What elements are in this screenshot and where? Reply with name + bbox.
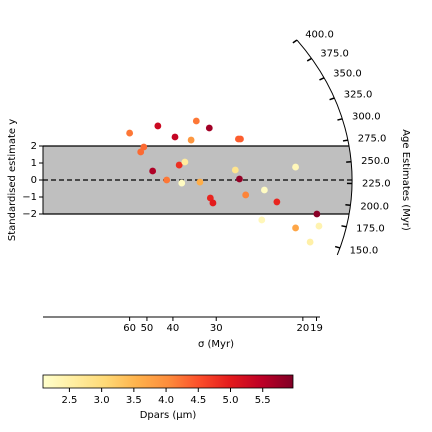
z-tick <box>345 203 351 206</box>
data-point <box>313 210 321 218</box>
data-point <box>178 179 186 187</box>
x-tick-label: 50 <box>141 323 154 334</box>
y-axis-label: Standardised estimate y <box>7 119 18 241</box>
data-point <box>260 186 268 194</box>
data-point <box>154 122 162 130</box>
z-tick <box>306 57 312 62</box>
data-point <box>181 158 189 166</box>
colorbar-tick-label: 4.0 <box>158 395 174 406</box>
data-point <box>140 143 148 151</box>
data-point <box>171 133 179 141</box>
x-tick-label: 19 <box>310 323 323 334</box>
data-point <box>126 129 134 137</box>
x-tick-label: 60 <box>123 323 136 334</box>
data-point <box>209 199 217 207</box>
colorbar-label: Dpars (μm) <box>140 410 197 421</box>
z-tick-label: 350.0 <box>333 69 362 80</box>
y-tick-label: 1 <box>31 158 37 169</box>
data-point <box>258 216 266 224</box>
z-tick-label: 325.0 <box>344 90 373 101</box>
y-tick-label: 2 <box>31 141 37 152</box>
z-axis-label: Age Estimates (Myr) <box>400 129 411 231</box>
y-tick-label: −2 <box>22 209 37 220</box>
data-point <box>237 135 244 143</box>
data-point <box>242 191 250 199</box>
x-axis-label: σ (Myr) <box>198 339 234 350</box>
colorbar-tick-label: 5.5 <box>255 395 271 406</box>
data-point <box>192 117 200 125</box>
x-tick-label: 20 <box>296 323 309 334</box>
z-tick-label: 175.0 <box>356 224 385 235</box>
colorbar-tick-label: 2.5 <box>61 395 77 406</box>
colorbar-tick-label: 3.5 <box>126 395 142 406</box>
z-tick-label: 300.0 <box>352 111 381 122</box>
z-tick <box>329 97 335 101</box>
z-tick-label: 400.0 <box>305 29 334 40</box>
data-point <box>137 148 145 156</box>
data-point <box>315 222 323 230</box>
data-point <box>306 238 314 246</box>
z-tick-label: 150.0 <box>350 246 379 257</box>
z-tick-label: 275.0 <box>358 133 387 144</box>
colorbar-tick-label: 3.0 <box>94 395 110 406</box>
data-point <box>175 161 183 169</box>
x-tick-label: 40 <box>167 323 180 334</box>
z-tick-label: 375.0 <box>320 48 349 59</box>
colorbar-tick-label: 5.0 <box>223 395 239 406</box>
z-tick <box>319 77 325 81</box>
data-point <box>231 166 239 174</box>
z-tick-label: 200.0 <box>360 201 389 212</box>
age-arc <box>296 39 353 256</box>
z-tick-label: 250.0 <box>361 156 390 167</box>
colorbar <box>42 374 294 389</box>
data-point <box>236 175 243 183</box>
colorbar-tick-label: 4.5 <box>190 395 206 406</box>
z-tick <box>341 225 347 228</box>
z-tick-label: 225.0 <box>362 179 391 190</box>
z-tick <box>334 245 341 249</box>
data-point <box>292 163 299 171</box>
x-tick-label: 30 <box>210 323 223 334</box>
z-tick <box>292 39 298 44</box>
data-point <box>163 176 171 184</box>
data-point <box>273 198 281 206</box>
y-tick-label: 0 <box>31 175 37 186</box>
data-point <box>292 224 299 232</box>
y-tick-label: −1 <box>22 192 37 203</box>
data-point <box>187 136 195 144</box>
data-point <box>149 167 157 175</box>
z-tick <box>342 139 349 142</box>
z-tick <box>337 118 343 121</box>
data-point <box>205 124 213 132</box>
data-point <box>196 178 204 186</box>
